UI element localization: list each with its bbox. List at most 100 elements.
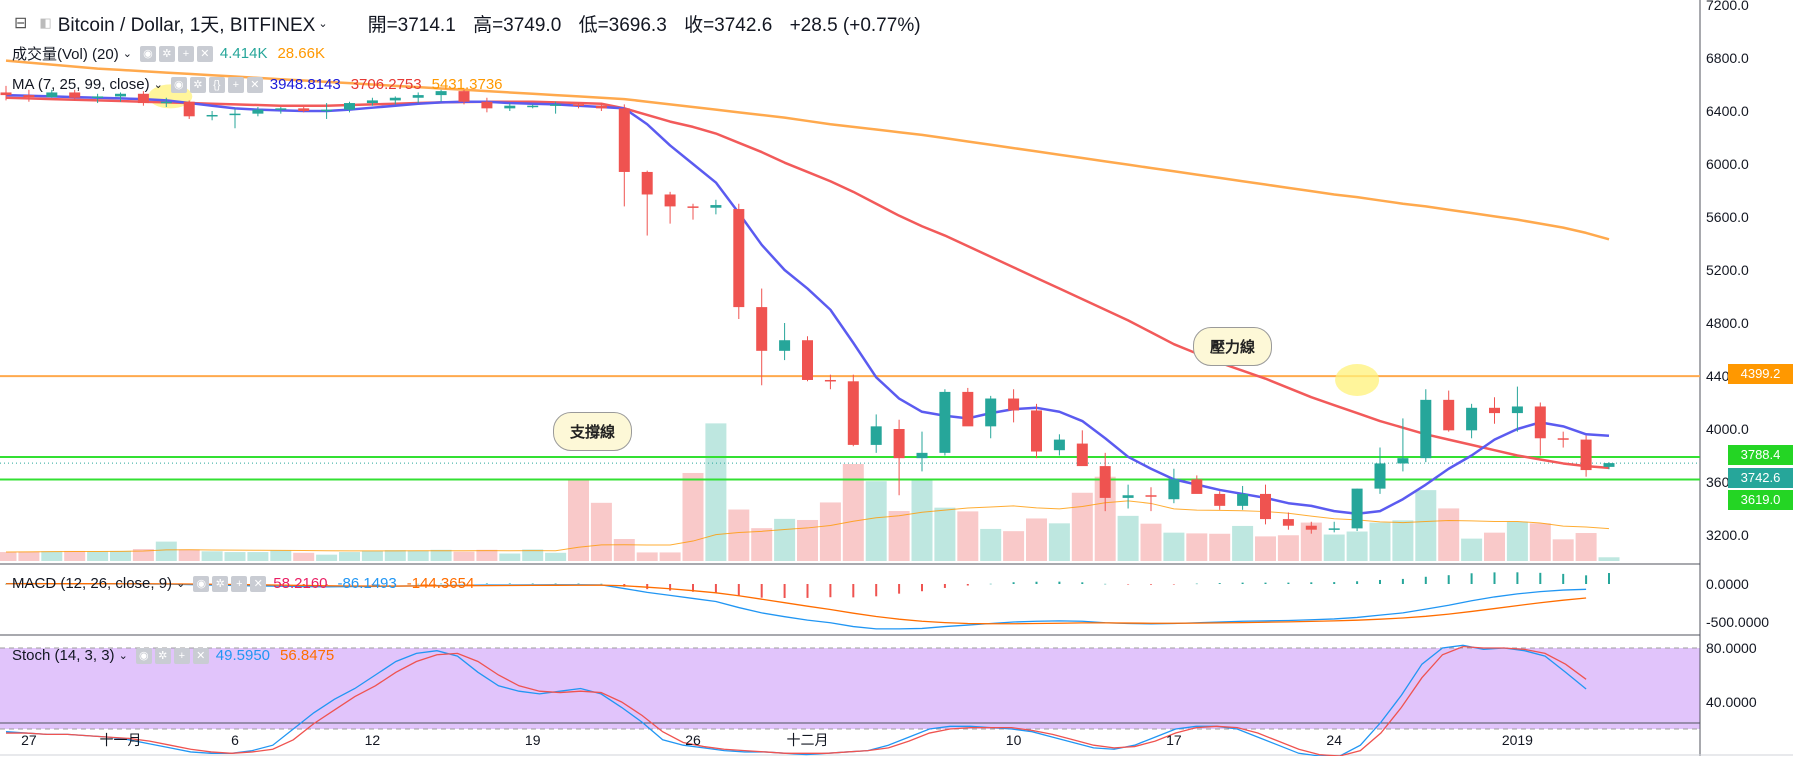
macd-histogram-bar <box>1585 575 1588 584</box>
volume-bar <box>522 549 544 561</box>
time-axis-label: 26 <box>685 732 701 748</box>
volume-bar <box>934 507 956 561</box>
candle-body <box>1122 495 1134 498</box>
braces-icon[interactable]: {} <box>208 76 225 93</box>
volume-bar <box>1598 557 1620 561</box>
stoch-legend[interactable]: Stoch (14, 3, 3) ⌄ ◉ ✲ + ✕ 49.5950 56.84… <box>12 647 344 664</box>
macd-indicator-name[interactable]: MACD (12, 26, close, 9) <box>12 575 173 592</box>
eye-icon[interactable]: ◉ <box>139 45 156 62</box>
ma-legend[interactable]: MA (7, 25, 99, close) ⌄ ◉ ✲ {} + ✕ 3948.… <box>12 76 513 93</box>
resistance-annotation[interactable]: 壓力線 <box>1193 327 1273 366</box>
gear-icon[interactable]: ✲ <box>154 647 171 664</box>
symbol-header: ⊟ ◧ Bitcoin / Dollar, 1天, BITFINEX ⌄ 開=3… <box>0 8 933 38</box>
flag-icon: ◧ <box>39 15 52 30</box>
macd-histogram-bar <box>943 584 946 588</box>
volume-bar <box>110 550 131 561</box>
volume-bar <box>1300 522 1322 561</box>
macd-legend[interactable]: MACD (12, 26, close, 9) ⌄ ◉ ✲ + ✕ 58.216… <box>12 575 484 592</box>
add-icon[interactable]: + <box>173 647 190 664</box>
candle-body <box>1099 466 1111 498</box>
time-axis-label: 19 <box>525 732 541 748</box>
resistance-price-tag: 4399.2 <box>1728 364 1793 384</box>
candle-body <box>160 101 172 104</box>
macd-histogram-bar <box>669 584 672 591</box>
macd-histogram-bar <box>1401 578 1404 584</box>
volume-legend[interactable]: 成交量(Vol) (20) ⌄ ◉ ✲ + ✕ 4.414K 28.66K <box>12 43 335 64</box>
candle-body <box>1237 493 1249 506</box>
volume-bar <box>1484 532 1505 561</box>
candle-body <box>46 92 58 98</box>
volume-bar <box>1255 536 1276 561</box>
support-annotation[interactable]: 支撐線 <box>553 412 633 451</box>
volume-bar <box>1438 508 1460 561</box>
high-value: 高=3749.0 <box>473 14 562 36</box>
candle-body <box>1603 463 1615 467</box>
macd-histogram-bar <box>875 584 878 597</box>
chevron-down-icon[interactable]: ⌄ <box>118 650 128 662</box>
eye-icon[interactable]: ◉ <box>135 647 152 664</box>
candle-body <box>824 379 836 382</box>
macd-histogram-bar <box>1081 582 1084 584</box>
macd-histogram-bar <box>692 584 694 592</box>
candle-body <box>504 105 516 109</box>
volume-bar <box>682 472 704 561</box>
candle-body <box>1466 407 1478 431</box>
candle-body <box>69 92 81 98</box>
macd-histogram-bar <box>1493 572 1496 584</box>
collapse-icon[interactable]: ⊟ <box>14 15 28 32</box>
gear-icon[interactable]: ✲ <box>189 76 206 93</box>
chevron-down-icon[interactable]: ⌄ <box>176 578 186 590</box>
macd-signal-value: -144.3654 <box>406 575 475 592</box>
close-icon[interactable]: ✕ <box>250 575 267 592</box>
volume-bar <box>1529 523 1551 561</box>
add-icon[interactable]: + <box>227 76 244 93</box>
volume-bar <box>751 528 773 561</box>
volume-bar <box>1369 522 1391 561</box>
add-icon[interactable]: + <box>231 575 248 592</box>
volume-bar <box>613 538 635 561</box>
eye-icon[interactable]: ◉ <box>193 575 210 592</box>
macd-histogram-bar <box>737 584 740 596</box>
candle-body <box>458 91 470 102</box>
gear-icon[interactable]: ✲ <box>158 45 175 62</box>
volume-bar <box>247 552 269 561</box>
macd-histogram-bar <box>554 583 557 585</box>
price-axis-label: 5200.0 <box>1706 262 1749 278</box>
chevron-down-icon[interactable]: ⌄ <box>318 17 328 30</box>
volume-bar <box>957 511 979 561</box>
ma-indicator-name[interactable]: MA (7, 25, 99, close) <box>12 76 150 93</box>
close-icon[interactable]: ✕ <box>246 76 263 93</box>
time-axis-label: 6 <box>231 732 239 748</box>
candle-body <box>1489 407 1500 414</box>
macd-histogram-bar <box>485 583 488 584</box>
close-icon[interactable]: ✕ <box>192 647 209 664</box>
volume-bar <box>361 550 383 561</box>
macd-histogram-bar <box>1310 582 1313 584</box>
macd-histogram-bar <box>1470 573 1473 584</box>
symbol-title[interactable]: Bitcoin / Dollar, 1天, BITFINEX <box>57 14 316 36</box>
candle-body <box>916 452 928 459</box>
volume-indicator-name[interactable]: 成交量(Vol) (20) <box>12 46 119 63</box>
volume-bar <box>636 552 658 561</box>
candle-body <box>321 109 333 112</box>
price-axis-label: 7200.0 <box>1706 0 1749 13</box>
close-icon[interactable]: ✕ <box>196 45 213 62</box>
macd-line <box>5 582 1587 630</box>
volume-bar <box>155 541 177 561</box>
macd-histogram-bar <box>806 584 809 598</box>
time-axis-label: 十一月 <box>100 732 142 748</box>
gear-icon[interactable]: ✲ <box>212 575 229 592</box>
stoch-indicator-name[interactable]: Stoch (14, 3, 3) <box>12 647 115 664</box>
chevron-down-icon[interactable]: ⌄ <box>122 48 132 60</box>
eye-icon[interactable]: ◉ <box>170 76 187 93</box>
macd-histogram-bar <box>5 583 7 585</box>
macd-histogram-bar <box>371 584 374 585</box>
candle-body <box>389 97 401 101</box>
price-axis-label: 6400.0 <box>1706 103 1749 119</box>
volume-bar <box>797 519 818 561</box>
chevron-down-icon[interactable]: ⌄ <box>153 79 163 91</box>
volume-bar <box>980 528 1002 561</box>
add-icon[interactable]: + <box>177 45 194 62</box>
